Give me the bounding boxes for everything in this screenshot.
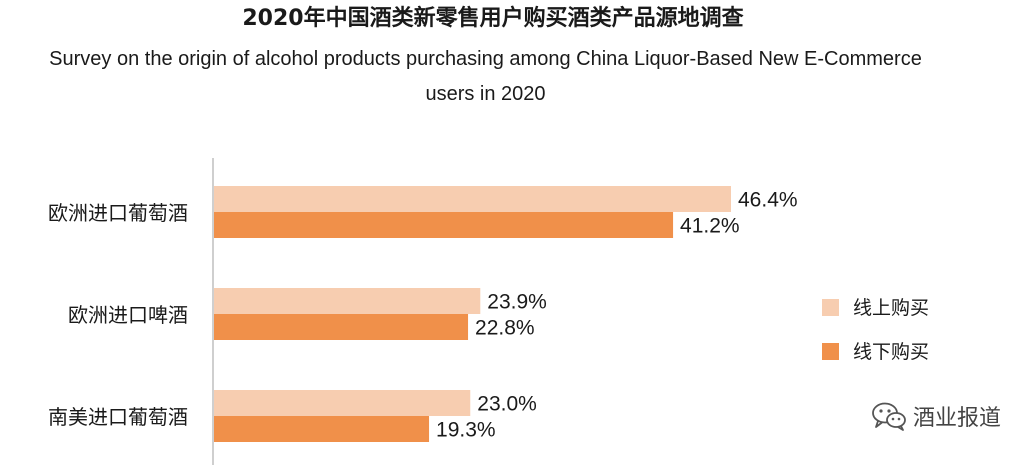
data-label: 23.9% bbox=[487, 291, 547, 314]
online-bar bbox=[214, 390, 471, 416]
offline-bar bbox=[214, 212, 674, 238]
data-label: 19.3% bbox=[436, 419, 496, 442]
offline-bar bbox=[214, 314, 469, 340]
legend-swatch bbox=[822, 343, 839, 360]
data-label: 46.4% bbox=[738, 189, 798, 212]
legend-label: 线上购买 bbox=[853, 297, 929, 319]
wechat-icon bbox=[872, 402, 906, 431]
category-label: 欧洲进口啤酒 bbox=[68, 303, 188, 327]
legend-swatch bbox=[822, 299, 839, 316]
data-label: 22.8% bbox=[475, 317, 535, 340]
legend-label: 线下购买 bbox=[853, 341, 929, 363]
watermark: 酒业报道 bbox=[871, 400, 1001, 432]
chart-title: 2020年中国酒类新零售用户购买酒类产品源地调查 bbox=[242, 6, 744, 31]
offline-bar bbox=[214, 416, 430, 442]
online-bar bbox=[214, 186, 731, 212]
online-bar bbox=[214, 288, 481, 314]
category-label: 欧洲进口葡萄酒 bbox=[48, 201, 188, 225]
labels-layer: 欧洲进口葡萄酒 46.4% 41.2% 欧洲进口啤酒 23.9% 22.8% 南美进口葡萄酒… bbox=[48, 189, 798, 442]
watermark-text: 酒业报道 bbox=[912, 406, 1001, 431]
data-label: 23.0% bbox=[477, 393, 537, 416]
bars-layer bbox=[214, 186, 731, 442]
chart-subtitle: Survey on the origin of alcohol products… bbox=[49, 48, 922, 105]
data-label: 41.2% bbox=[680, 215, 740, 238]
category-label: 南美进口葡萄酒 bbox=[48, 405, 188, 429]
